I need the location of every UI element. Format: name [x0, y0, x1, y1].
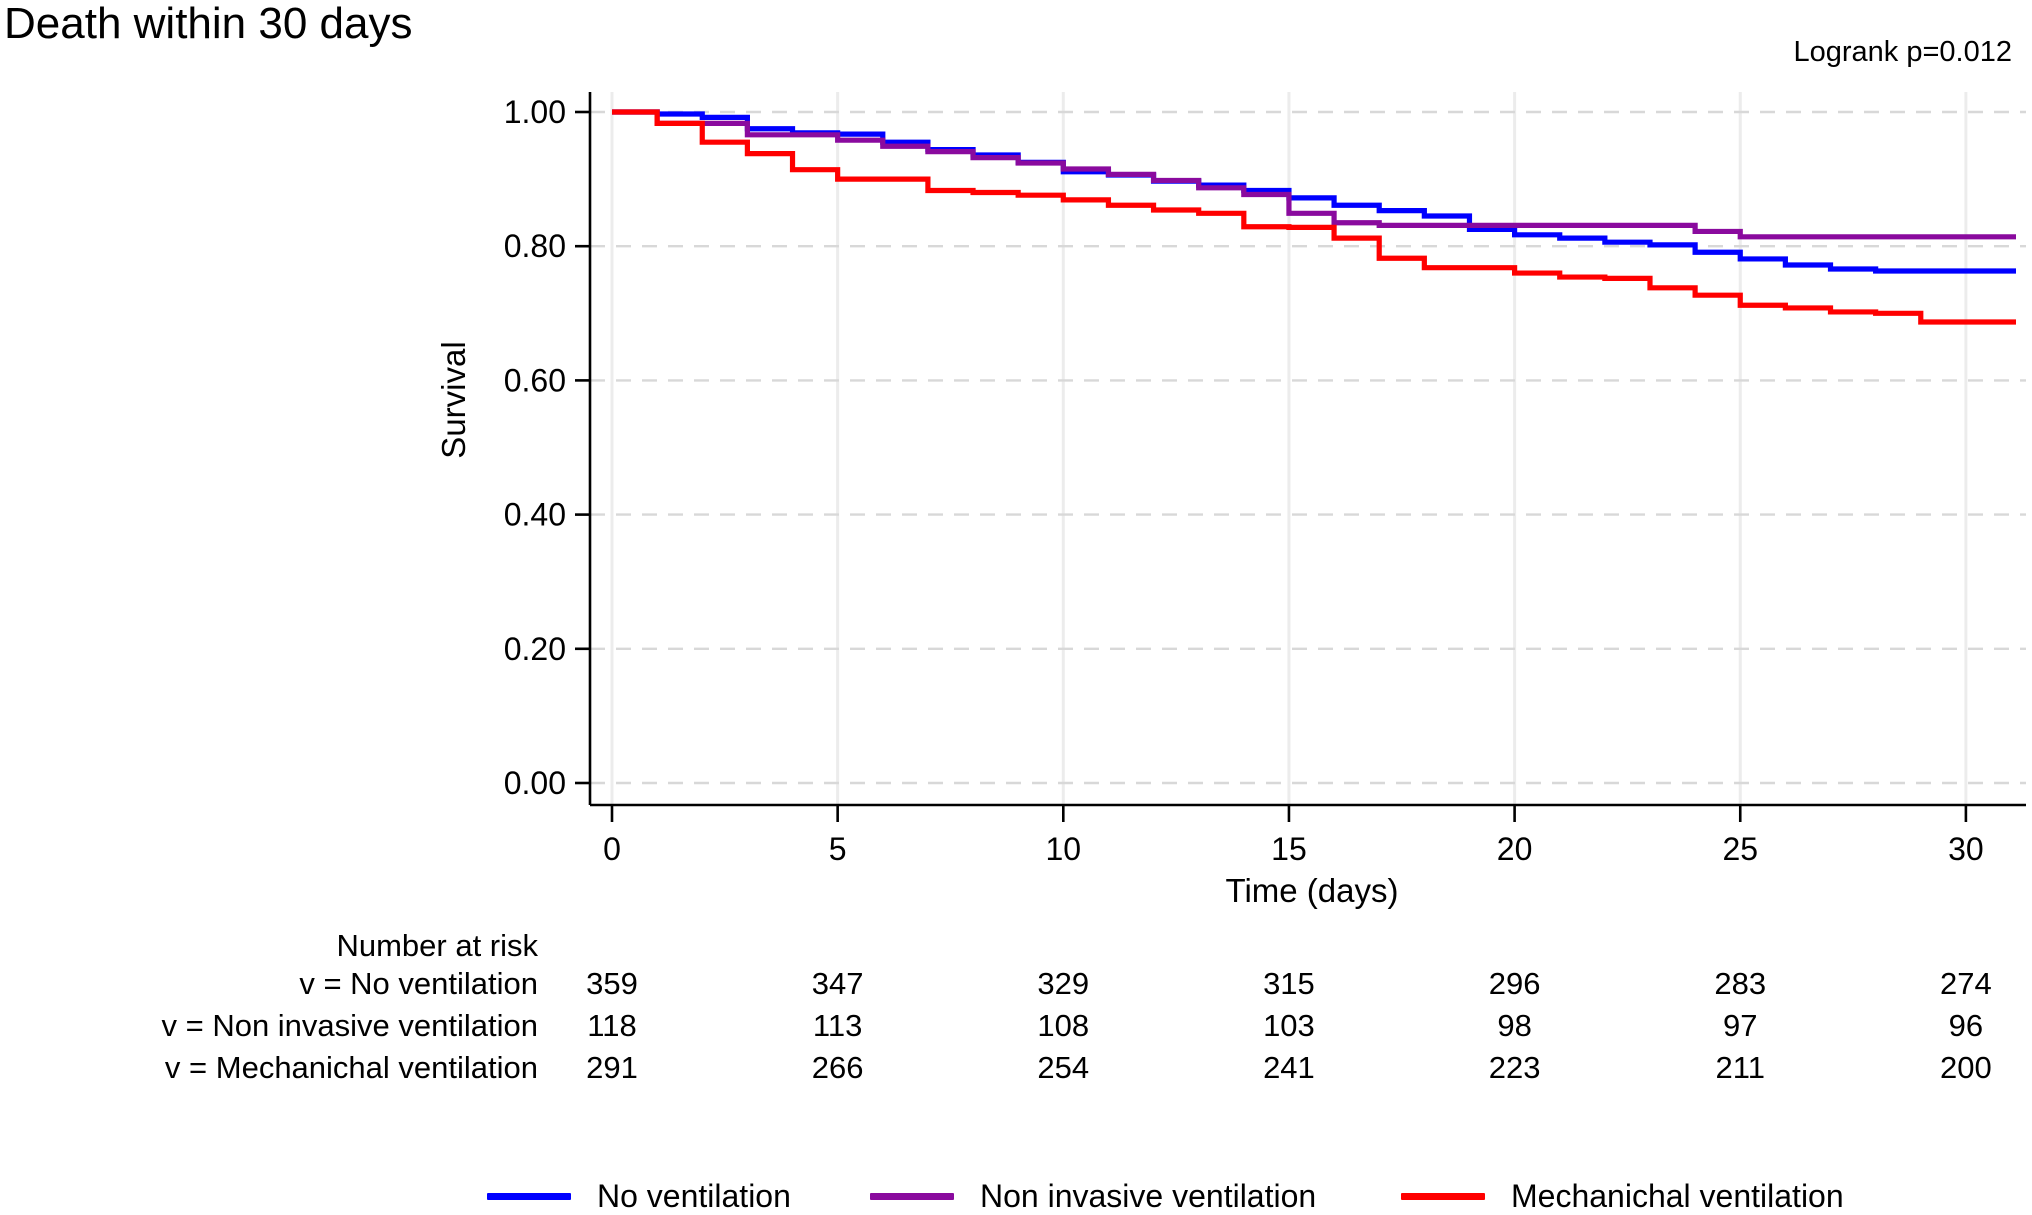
risk-count: 113 — [812, 1008, 863, 1043]
x-tick-label: 0 — [603, 831, 621, 867]
page-title: Death within 30 days — [4, 0, 413, 48]
y-tick-label: 0.60 — [504, 362, 566, 398]
legend-item: Non invasive ventilation — [870, 1178, 1316, 1215]
legend-label: Mechanichal ventilation — [1511, 1178, 1844, 1214]
y-tick-label: 0.00 — [504, 765, 566, 801]
risk-row-label: v = No ventilation — [299, 966, 538, 1001]
risk-row-label: v = Mechanichal ventilation — [164, 1050, 538, 1085]
risk-count: 108 — [1037, 1008, 1090, 1043]
risk-count: 359 — [586, 966, 638, 1001]
x-tick-label: 25 — [1722, 831, 1758, 867]
x-tick-label: 5 — [829, 831, 847, 867]
risk-count: 274 — [1940, 966, 1992, 1001]
risk-count: 254 — [1037, 1050, 1090, 1085]
y-tick-label: 0.80 — [504, 228, 566, 264]
x-tick-label: 20 — [1497, 831, 1533, 867]
risk-count: 103 — [1263, 1008, 1315, 1043]
risk-count: 200 — [1940, 1050, 1992, 1085]
survival-curve-non-invasive-ventilation — [612, 109, 2016, 240]
risk-count: 291 — [586, 1050, 638, 1085]
x-tick-label: 15 — [1271, 831, 1307, 867]
y-gridlines — [590, 110, 2026, 785]
x-tick-label: 10 — [1046, 831, 1082, 867]
risk-count: 97 — [1723, 1008, 1758, 1043]
x-gridlines — [610, 92, 1968, 805]
legend-label: Non invasive ventilation — [980, 1178, 1317, 1214]
x-tick-label: 30 — [1948, 831, 1984, 867]
risk-count: 98 — [1497, 1008, 1532, 1043]
risk-table-header: Number at risk — [336, 928, 538, 963]
legend-item: Mechanichal ventilation — [1401, 1178, 1844, 1215]
legend-label: No ventilation — [597, 1178, 791, 1214]
legend-line-swatch — [487, 1193, 571, 1200]
risk-count: 241 — [1263, 1050, 1315, 1085]
risk-count: 329 — [1037, 966, 1090, 1001]
logrank-annotation: Logrank p=0.012 — [1793, 36, 2013, 68]
y-tick-label: 1.00 — [504, 94, 566, 130]
x-axis-title: Time (days) — [1225, 872, 1399, 909]
risk-count: 283 — [1714, 966, 1767, 1001]
axes: 0.00 0.20 0.40 0.60 0.80 1.00 0 5 10 15 20 25 30 — [504, 92, 2026, 867]
risk-count: 296 — [1488, 966, 1541, 1001]
risk-count: 223 — [1488, 1050, 1541, 1085]
risk-count: 118 — [587, 1008, 637, 1043]
risk-count: 315 — [1263, 966, 1315, 1001]
y-axis-title: Survival — [435, 341, 472, 459]
legend-line-swatch — [870, 1193, 954, 1200]
y-tick-label: 0.20 — [504, 631, 566, 667]
risk-count: 266 — [811, 1050, 864, 1085]
legend-item: No ventilation — [487, 1178, 791, 1215]
risk-count: 347 — [811, 966, 864, 1001]
risk-count: 96 — [1948, 1008, 1984, 1043]
y-tick-label: 0.40 — [504, 497, 566, 533]
legend-line-swatch — [1401, 1193, 1485, 1200]
risk-row-label: v = Non invasive ventilation — [161, 1008, 538, 1043]
risk-count: 211 — [1715, 1050, 1765, 1085]
survival-curve-mechanichal-ventilation — [612, 109, 2016, 325]
